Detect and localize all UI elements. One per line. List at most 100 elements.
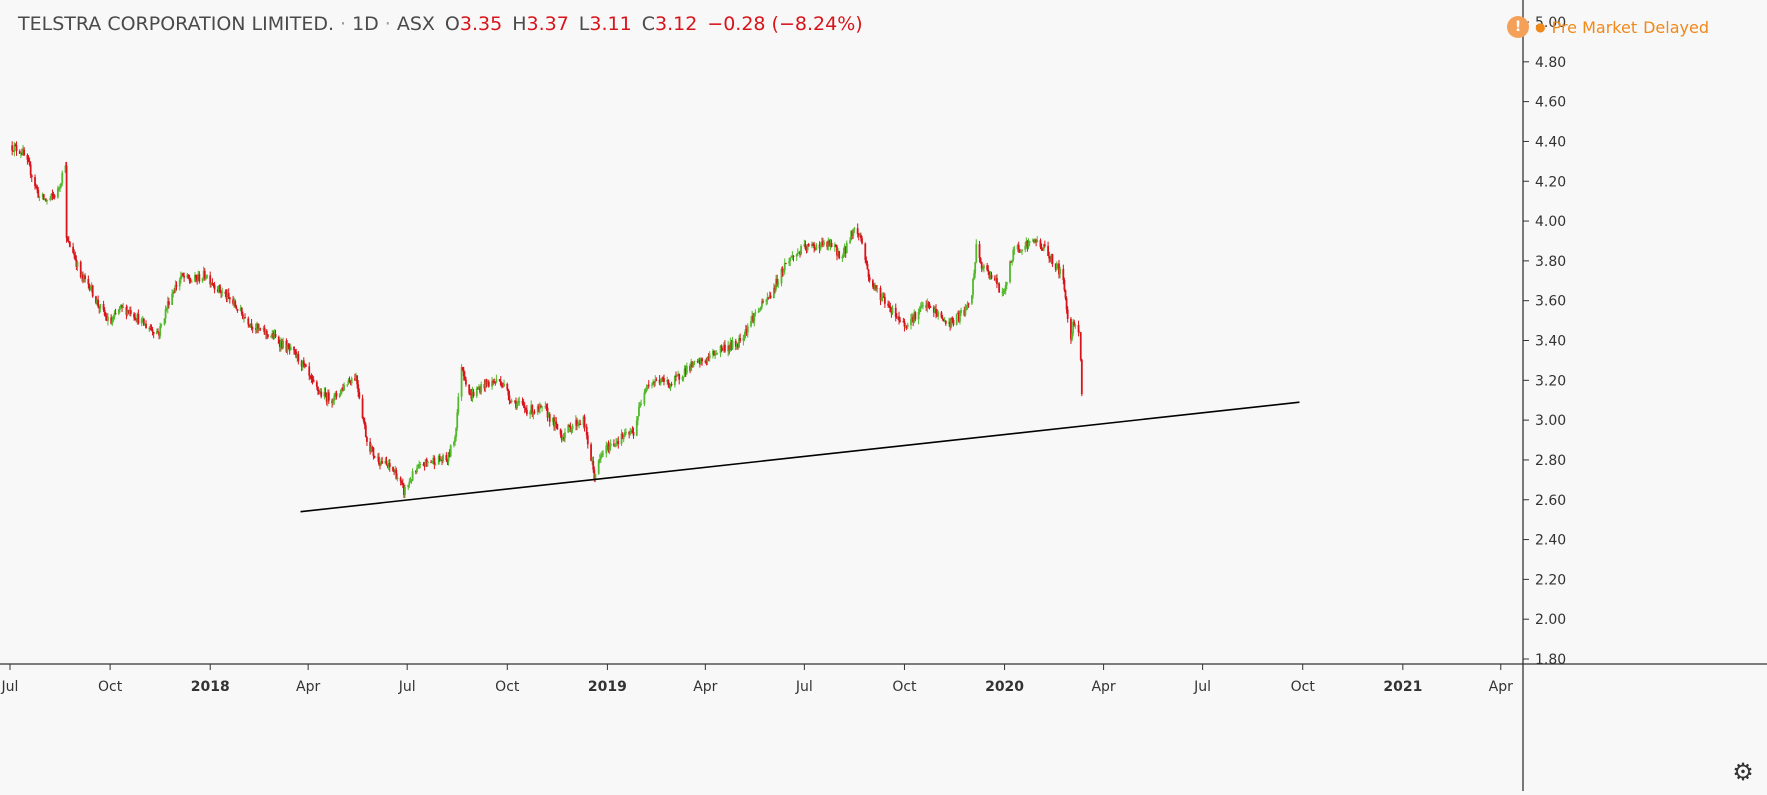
candle-body (437, 456, 440, 465)
candle-body (286, 344, 289, 352)
candle-body (960, 310, 962, 313)
candle-body (98, 306, 101, 309)
candle-body (932, 307, 935, 313)
candle-body (1024, 245, 1027, 250)
candle-body (928, 303, 931, 307)
price-tick-label: 4.40 (1535, 134, 1566, 150)
candle-body (145, 323, 147, 329)
candle-body (15, 145, 18, 151)
candle-body (403, 484, 405, 495)
candle-body (401, 482, 404, 485)
candle-body (919, 306, 922, 309)
candle-body (23, 149, 26, 156)
candle-body (419, 464, 422, 466)
candle-body (257, 323, 259, 329)
candle-body (585, 426, 588, 436)
candle-body (981, 268, 984, 270)
candle-body (324, 392, 327, 396)
time-tick-label: Jul (795, 679, 813, 695)
candle-body (1080, 359, 1083, 395)
candle-body (974, 262, 977, 274)
candle-body (1079, 332, 1082, 360)
candle-body (998, 283, 1001, 293)
time-tick-label: Oct (892, 679, 917, 695)
price-axis[interactable]: 5.00 4.80 4.60 4.40 4.20 4.00 3.80 3.60 3.40 3.20… (1522, 0, 1566, 791)
candle-body (667, 379, 670, 385)
candle-body (1016, 245, 1019, 250)
candle-body (738, 338, 740, 348)
support-trendline[interactable] (300, 401, 1300, 513)
candle-body (135, 319, 138, 321)
candle-body (315, 381, 318, 387)
candle-body (295, 351, 298, 358)
candle-body (608, 446, 611, 452)
time-tick-label: Jul (398, 679, 416, 695)
candle-body (350, 378, 353, 384)
market-status[interactable]: ! ● Pre Market Delayed (1507, 16, 1709, 38)
candle-body (112, 316, 115, 321)
candle-body (1013, 249, 1016, 251)
candle-body (776, 278, 779, 285)
candle-body (210, 283, 213, 285)
candle-body (377, 456, 380, 464)
candle-body (211, 283, 214, 285)
candle-body (815, 244, 818, 250)
candle-body (631, 430, 634, 433)
candle-body (188, 278, 191, 281)
candle-body (659, 381, 662, 384)
candle-body (524, 408, 527, 410)
candle-body (387, 462, 390, 467)
gear-icon[interactable]: ⚙ (1732, 758, 1754, 786)
candle-body (583, 416, 586, 428)
candle-body (682, 376, 685, 378)
symbol-interval[interactable]: 1D (352, 13, 379, 35)
candle-body (84, 275, 86, 280)
candle-body (309, 375, 312, 377)
candle-body (480, 384, 483, 393)
candle-body (508, 395, 511, 401)
warning-icon[interactable]: ! (1507, 16, 1530, 38)
candle-body (266, 334, 269, 338)
candle-body (523, 405, 526, 409)
candle-body (965, 307, 968, 309)
candle-body (454, 436, 456, 443)
candle-body (518, 401, 521, 403)
candle-body (136, 314, 139, 321)
trendline-layer[interactable] (300, 401, 1300, 513)
candle-body (144, 323, 146, 326)
candle-body (366, 437, 368, 442)
candle-body (556, 423, 559, 430)
candle-body (1056, 263, 1059, 265)
candle-body (172, 292, 175, 294)
symbol-name[interactable]: TELSTRA CORPORATION LIMITED. (18, 13, 335, 35)
candle-body (354, 378, 356, 381)
candle-body (65, 165, 68, 239)
candle-body (305, 365, 307, 367)
candle-body (724, 344, 726, 352)
candle-body (827, 240, 830, 248)
candle-body (1071, 333, 1073, 340)
candle-body (43, 199, 46, 201)
change-value: −0.28 (−8.24%) (707, 13, 863, 35)
candle-body (369, 441, 372, 452)
candle-body (690, 361, 693, 372)
candle-body (499, 380, 502, 385)
candle-body (445, 455, 448, 461)
candle-body (539, 405, 541, 409)
candle-body (361, 398, 364, 419)
time-axis[interactable]: Jul Oct 2018 Apr Jul Oct 2019 Apr Jul Oct 2020 Apr J… (0, 663, 1767, 695)
candle-body (813, 244, 816, 249)
settings-button[interactable]: ⚙ (1719, 753, 1767, 791)
candle-body (712, 350, 714, 355)
candle-body (197, 274, 200, 281)
candle-body (157, 331, 159, 333)
candle-body (111, 320, 114, 324)
candle-body (941, 317, 944, 319)
candle-body (408, 481, 411, 485)
candle-body (677, 374, 680, 376)
candle-body (872, 280, 874, 287)
symbol-exchange: ASX (396, 13, 435, 35)
candle-body (1040, 247, 1043, 249)
